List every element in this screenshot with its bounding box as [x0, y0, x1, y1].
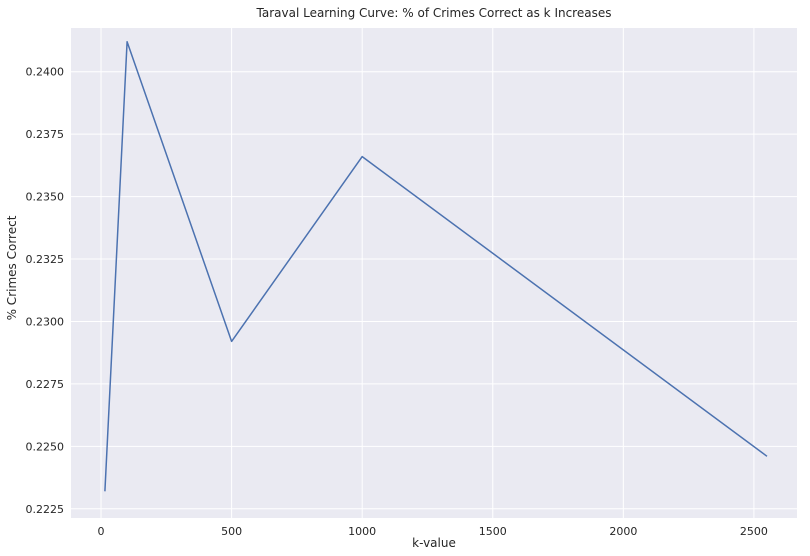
series-layer — [104, 40, 768, 492]
y-tick-label: 0.2400 — [26, 66, 65, 79]
x-axis-title: k-value — [412, 536, 456, 550]
x-tick-label: 1000 — [348, 525, 376, 538]
y-tick-labels: 0.2225 0.2250 0.2275 0.2300 0.2325 0.2350 0.23… — [26, 66, 65, 516]
x-tick-labels: 0 500 1000 1500 2000 2500 — [98, 525, 768, 538]
x-tick-label: 0 — [98, 525, 105, 538]
grid-lines — [71, 28, 797, 518]
y-tick-label: 0.2300 — [26, 315, 65, 328]
y-axis-title: % Crimes Correct — [5, 215, 19, 320]
y-tick-label: 0.2225 — [26, 503, 65, 516]
y-tick-label: 0.2325 — [26, 253, 65, 266]
chart-title: Taraval Learning Curve: % of Crimes Corr… — [256, 6, 612, 20]
y-tick-label: 0.2250 — [26, 440, 65, 453]
x-tick-label: 2500 — [740, 525, 768, 538]
y-tick-label: 0.2275 — [26, 378, 65, 391]
x-tick-label: 1500 — [479, 525, 507, 538]
x-tick-label: 500 — [221, 525, 242, 538]
y-tick-label: 0.2350 — [26, 191, 65, 204]
plot-area — [71, 28, 797, 518]
y-tick-label: 0.2375 — [26, 128, 65, 141]
x-tick-label: 2000 — [609, 525, 637, 538]
series-line — [104, 40, 768, 492]
